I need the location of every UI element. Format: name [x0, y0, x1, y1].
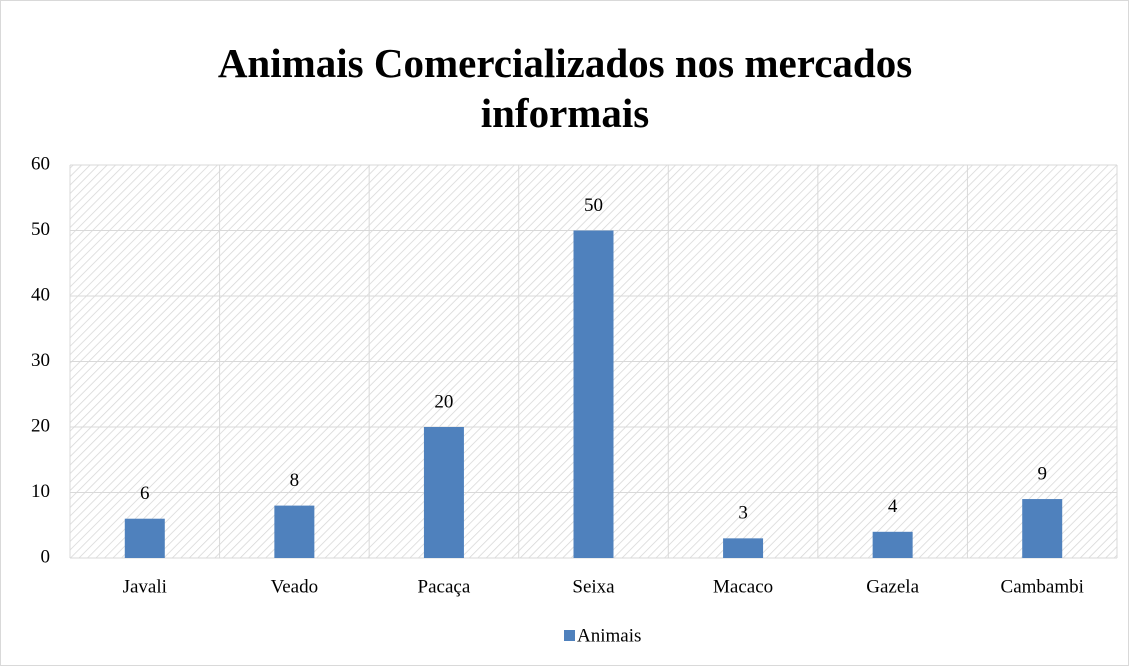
- legend-swatch: [564, 630, 575, 641]
- bar: [423, 427, 464, 558]
- data-label: 4: [888, 496, 898, 517]
- y-tick-label: 10: [31, 481, 50, 502]
- x-tick-label: Cambambi: [1001, 576, 1084, 597]
- y-tick-label: 0: [41, 546, 51, 567]
- data-label: 6: [140, 483, 150, 504]
- y-tick-label: 60: [31, 153, 50, 174]
- x-tick-label: Veado: [271, 576, 318, 597]
- x-tick-label: Macaco: [713, 576, 773, 597]
- data-label: 8: [290, 470, 300, 491]
- x-tick-label: Javali: [123, 576, 167, 597]
- data-label: 9: [1037, 463, 1047, 484]
- bar: [872, 531, 913, 558]
- bar: [1022, 499, 1063, 558]
- y-tick-label: 20: [31, 415, 50, 436]
- bar: [124, 518, 165, 558]
- data-label: 3: [738, 503, 748, 524]
- bar: [723, 538, 764, 558]
- y-tick-label: 40: [31, 284, 50, 305]
- bar: [573, 230, 614, 558]
- legend-label: Animais: [577, 625, 641, 646]
- y-tick-label: 50: [31, 219, 50, 240]
- data-label: 50: [584, 195, 603, 216]
- bar: [274, 505, 315, 558]
- x-tick-label: Gazela: [866, 576, 919, 597]
- x-tick-label: Pacaça: [418, 576, 471, 597]
- chart-title: Animais Comercializados nos mercados inf…: [217, 40, 913, 136]
- y-tick-label: 30: [31, 350, 50, 371]
- x-tick-label: Seixa: [572, 576, 615, 597]
- data-label: 20: [434, 391, 453, 412]
